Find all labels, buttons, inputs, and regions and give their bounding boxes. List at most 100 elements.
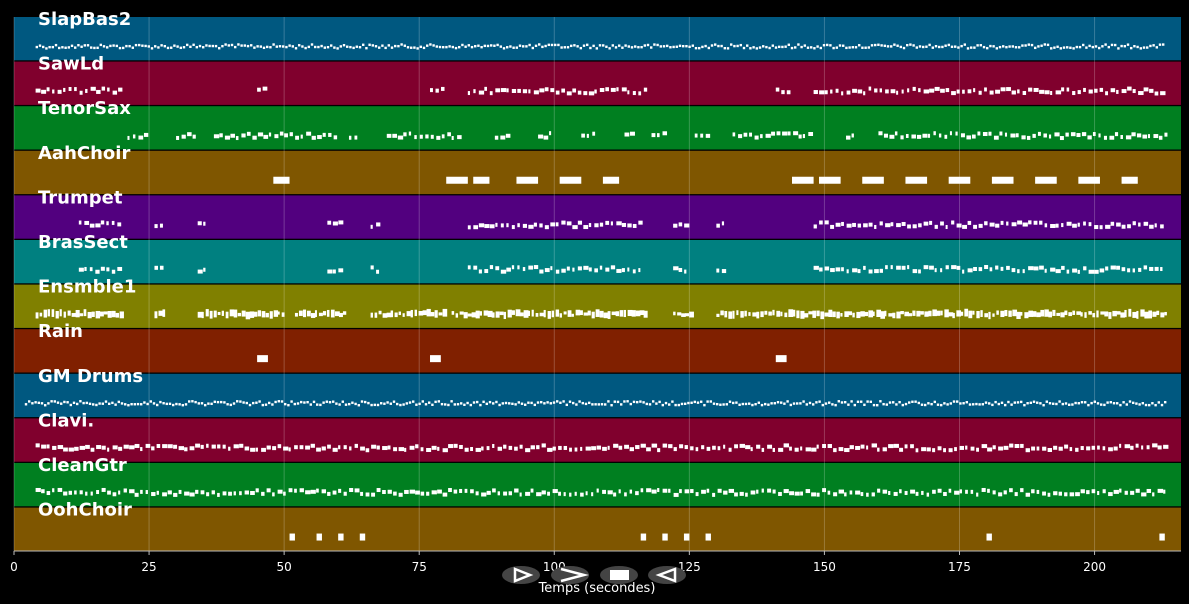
note	[495, 400, 498, 404]
note	[484, 224, 490, 229]
note	[221, 310, 224, 316]
note	[472, 401, 476, 404]
note	[1075, 492, 1080, 497]
note	[93, 46, 96, 50]
note	[140, 403, 143, 406]
note	[306, 131, 312, 136]
note	[572, 401, 575, 405]
stop-button[interactable]	[600, 566, 638, 584]
note	[705, 533, 711, 541]
note	[354, 135, 358, 140]
note	[672, 45, 675, 49]
note	[1060, 312, 1065, 318]
note	[288, 488, 293, 493]
note	[72, 401, 76, 404]
note	[546, 401, 549, 404]
note	[230, 43, 234, 47]
note	[1015, 133, 1019, 138]
note	[937, 446, 942, 451]
note	[1091, 489, 1096, 494]
note	[845, 46, 848, 50]
note	[1109, 401, 1113, 404]
note	[1080, 446, 1084, 451]
note	[1074, 401, 1077, 405]
note	[1142, 46, 1146, 49]
note	[317, 45, 320, 49]
note	[1061, 265, 1065, 270]
note	[794, 46, 797, 49]
note	[272, 43, 275, 46]
x-tick-label: 125	[678, 560, 701, 574]
note	[948, 176, 971, 184]
note	[1031, 446, 1036, 451]
note	[915, 491, 919, 496]
note	[621, 87, 627, 92]
note	[482, 400, 485, 404]
rewind-button[interactable]	[648, 566, 686, 584]
note	[273, 176, 290, 184]
note	[253, 46, 256, 49]
play-button[interactable]	[502, 566, 540, 584]
note	[1108, 447, 1113, 452]
note	[607, 445, 610, 450]
note	[1151, 402, 1154, 405]
note	[892, 312, 896, 319]
note	[1148, 310, 1152, 319]
note	[1026, 402, 1029, 405]
note	[509, 45, 512, 48]
note	[569, 492, 572, 497]
note	[691, 44, 695, 47]
note	[178, 403, 181, 406]
note	[745, 492, 748, 497]
note	[485, 402, 489, 406]
note	[374, 45, 378, 48]
note	[662, 131, 668, 136]
note	[976, 44, 979, 47]
rewind-button-bg	[648, 566, 686, 584]
note	[332, 490, 337, 495]
note	[371, 492, 376, 497]
note	[677, 403, 681, 407]
note	[99, 311, 104, 317]
track-lane	[14, 284, 1181, 328]
note	[927, 402, 930, 405]
note	[1054, 132, 1060, 137]
note	[1064, 444, 1069, 449]
note	[1114, 132, 1119, 137]
note	[310, 443, 315, 448]
track-notes	[273, 176, 1138, 184]
note	[805, 489, 811, 494]
note	[890, 89, 896, 94]
note	[739, 443, 745, 448]
note	[918, 88, 921, 93]
note	[816, 310, 820, 317]
note	[1098, 133, 1101, 138]
note	[1000, 266, 1004, 271]
note	[860, 444, 865, 449]
note	[418, 310, 424, 316]
note	[543, 402, 546, 405]
note	[334, 311, 340, 317]
note	[214, 44, 218, 48]
note	[376, 445, 380, 450]
note	[689, 311, 694, 318]
note	[111, 269, 116, 274]
fast-forward-button[interactable]	[551, 566, 589, 584]
note	[268, 132, 272, 137]
note	[561, 220, 566, 225]
note	[217, 492, 220, 497]
note	[493, 44, 496, 47]
note	[495, 88, 501, 93]
note	[547, 447, 553, 452]
note	[629, 402, 633, 406]
note	[1160, 91, 1166, 96]
note	[866, 400, 869, 403]
note	[1011, 222, 1017, 227]
note	[643, 44, 647, 47]
note	[159, 223, 163, 228]
note	[533, 90, 539, 95]
note	[877, 43, 880, 46]
note	[650, 46, 653, 49]
note	[1153, 134, 1159, 139]
note	[728, 400, 732, 403]
